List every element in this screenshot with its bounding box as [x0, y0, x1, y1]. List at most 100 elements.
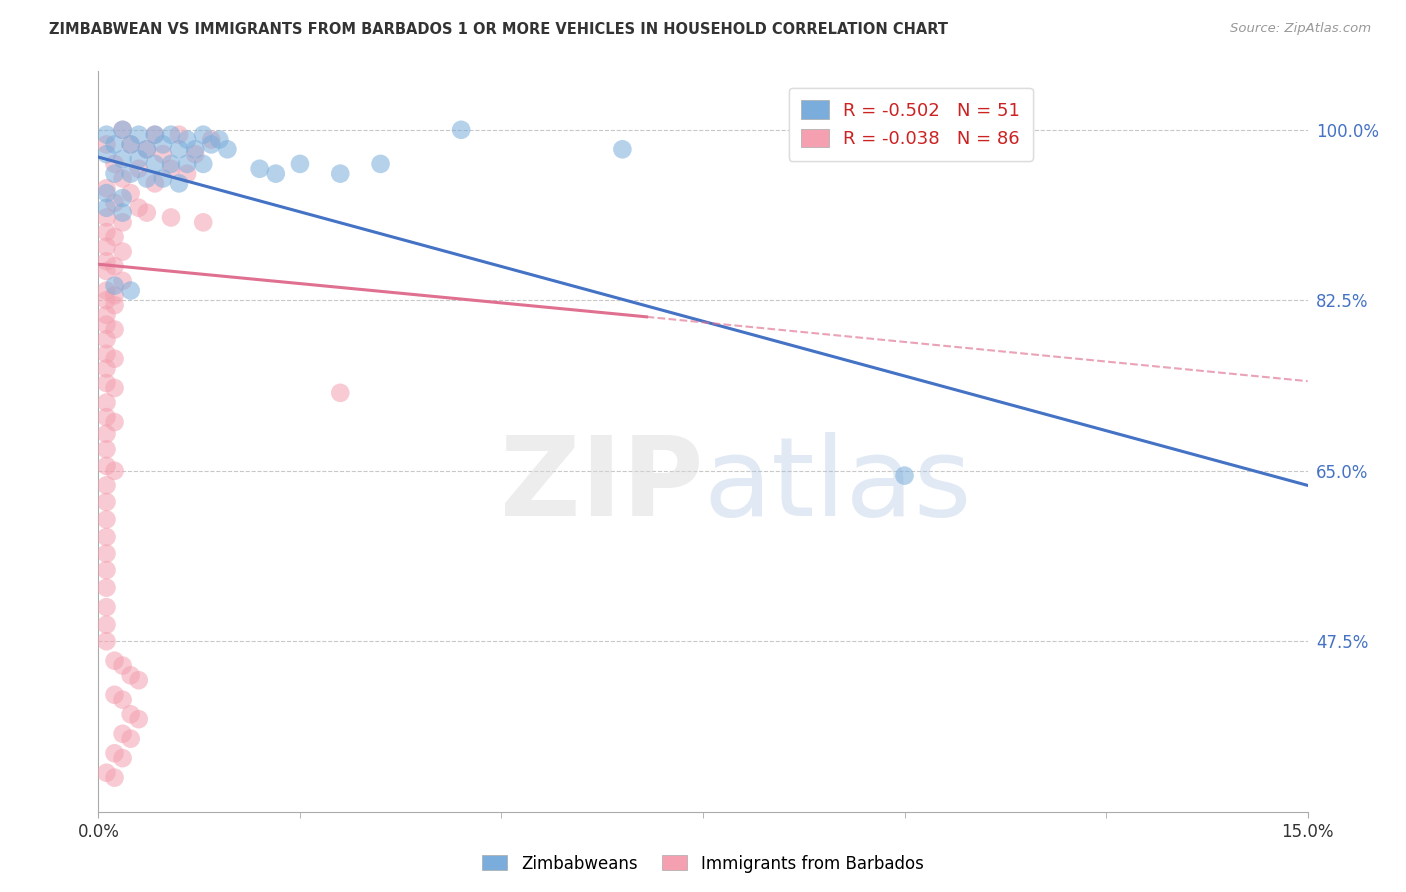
Point: [103, 322, 125, 336]
Point: [96, 478, 118, 492]
Point: [96, 284, 118, 298]
Point: [128, 152, 150, 166]
Point: [249, 161, 271, 176]
Point: [111, 171, 134, 186]
Point: [96, 395, 118, 409]
Point: [111, 123, 134, 137]
Point: [96, 600, 118, 615]
Point: [96, 765, 118, 780]
Point: [111, 123, 134, 137]
Point: [103, 259, 125, 273]
Point: [288, 157, 311, 171]
Point: [120, 137, 142, 152]
Point: [96, 426, 118, 441]
Point: [128, 128, 150, 142]
Point: [143, 128, 166, 142]
Point: [111, 727, 134, 741]
Point: [160, 128, 183, 142]
Point: [120, 137, 142, 152]
Point: [135, 171, 157, 186]
Point: [96, 225, 118, 239]
Point: [329, 385, 352, 400]
Point: [96, 181, 118, 195]
Point: [152, 171, 174, 186]
Point: [152, 137, 174, 152]
Point: [329, 167, 352, 181]
Point: [893, 468, 915, 483]
Point: [120, 186, 142, 201]
Point: [160, 161, 183, 176]
Point: [103, 288, 125, 302]
Point: [96, 495, 118, 509]
Text: ZIMBABWEAN VS IMMIGRANTS FROM BARBADOS 1 OR MORE VEHICLES IN HOUSEHOLD CORRELATI: ZIMBABWEAN VS IMMIGRANTS FROM BARBADOS 1…: [49, 22, 948, 37]
Point: [120, 167, 142, 181]
Point: [128, 712, 150, 726]
Point: [96, 293, 118, 308]
Point: [200, 137, 222, 152]
Point: [160, 211, 183, 225]
Point: [128, 673, 150, 688]
Point: [193, 128, 215, 142]
Text: atlas: atlas: [703, 433, 972, 540]
Point: [193, 215, 215, 229]
Point: [111, 191, 134, 205]
Point: [96, 634, 118, 648]
Point: [103, 654, 125, 668]
Point: [96, 186, 118, 201]
Point: [96, 332, 118, 346]
Point: [103, 298, 125, 312]
Point: [103, 278, 125, 293]
Point: [96, 530, 118, 544]
Point: [167, 128, 190, 142]
Point: [167, 142, 190, 156]
Point: [103, 381, 125, 395]
Point: [96, 240, 118, 254]
Point: [612, 142, 634, 156]
Point: [208, 132, 231, 146]
Point: [111, 751, 134, 765]
Point: [103, 464, 125, 478]
Point: [120, 668, 142, 682]
Point: [111, 658, 134, 673]
Point: [96, 347, 118, 361]
Point: [96, 410, 118, 425]
Point: [111, 692, 134, 706]
Point: [111, 215, 134, 229]
Point: [128, 201, 150, 215]
Point: [193, 157, 215, 171]
Point: [143, 157, 166, 171]
Point: [450, 123, 472, 137]
Point: [120, 731, 142, 746]
Point: [96, 318, 118, 332]
Point: [103, 415, 125, 429]
Point: [184, 142, 207, 156]
Point: [128, 161, 150, 176]
Point: [96, 308, 118, 322]
Legend: R = -0.502   N = 51, R = -0.038   N = 86: R = -0.502 N = 51, R = -0.038 N = 86: [789, 87, 1032, 161]
Point: [103, 230, 125, 244]
Point: [176, 167, 198, 181]
Point: [103, 137, 125, 152]
Point: [135, 142, 157, 156]
Point: [111, 274, 134, 288]
Point: [103, 195, 125, 210]
Point: [96, 563, 118, 577]
Point: [143, 177, 166, 191]
Point: [217, 142, 239, 156]
Point: [96, 458, 118, 473]
Point: [96, 376, 118, 390]
Text: Source: ZipAtlas.com: Source: ZipAtlas.com: [1230, 22, 1371, 36]
Point: [96, 547, 118, 561]
Point: [160, 157, 183, 171]
Point: [103, 746, 125, 760]
Point: [143, 128, 166, 142]
Legend: Zimbabweans, Immigrants from Barbados: Zimbabweans, Immigrants from Barbados: [475, 848, 931, 880]
Point: [176, 132, 198, 146]
Point: [96, 512, 118, 526]
Point: [200, 132, 222, 146]
Point: [103, 688, 125, 702]
Point: [120, 284, 142, 298]
Point: [135, 142, 157, 156]
Point: [111, 152, 134, 166]
Point: [120, 707, 142, 722]
